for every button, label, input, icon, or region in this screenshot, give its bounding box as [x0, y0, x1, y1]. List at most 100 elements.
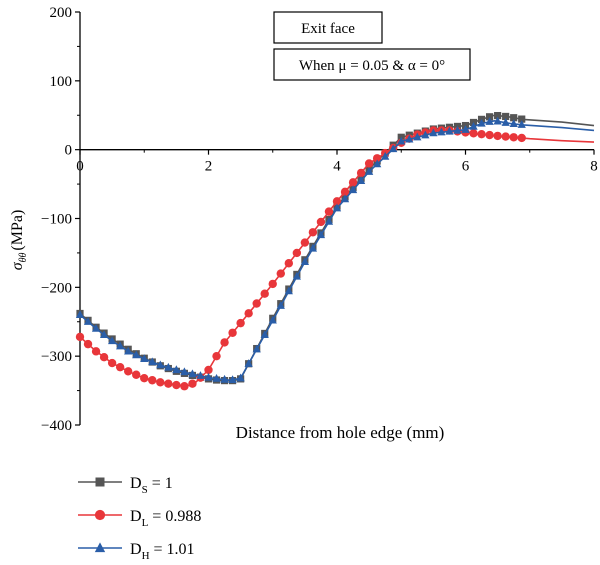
- series-2-point-27: [292, 271, 301, 280]
- series-1-point-32: [332, 197, 342, 206]
- series-2-point-53: [501, 118, 510, 126]
- series-1-point-20: [236, 318, 245, 328]
- legend-label-0: DS = 1: [130, 475, 173, 496]
- series-2-point-44: [429, 128, 438, 137]
- legend-marker-0: [95, 477, 105, 487]
- series-1-point-0: [75, 332, 85, 342]
- series-1-point-34: [348, 178, 358, 187]
- series-layer: [75, 111, 595, 391]
- series-2-point-9: [148, 357, 157, 366]
- series-2-point-55: [517, 120, 526, 128]
- y-axis-subscript: θθ: [18, 253, 29, 263]
- y-tick-label-6: −400: [41, 418, 72, 434]
- series-0-point-54: [510, 114, 518, 122]
- series-2-point-7: [132, 350, 141, 359]
- series-1-point-4: [107, 358, 117, 368]
- series-1-point-8: [140, 373, 149, 383]
- series-2-point-51: [485, 117, 494, 125]
- series-1-point-29: [308, 228, 318, 237]
- series-1-point-31: [324, 207, 334, 216]
- y-tick-label-3: −100: [41, 212, 72, 228]
- series-1-point-12: [172, 380, 181, 390]
- series-2-point-2: [91, 323, 101, 332]
- series-2-point-40: [397, 136, 406, 145]
- series-1-point-25: [276, 269, 285, 278]
- series-2-point-1: [83, 317, 93, 325]
- series-2-point-46: [445, 126, 454, 135]
- series-1-point-36: [364, 159, 374, 168]
- series-1-point-55: [517, 133, 526, 143]
- series-2-point-17: [212, 374, 221, 382]
- series-1-point-24: [268, 279, 277, 289]
- y-tick-label-5: −300: [41, 349, 72, 365]
- series-1-point-2: [91, 347, 101, 356]
- series-1-point-33: [340, 187, 350, 197]
- annotation-box-conditions: [273, 48, 471, 81]
- series-1-point-35: [356, 168, 366, 178]
- series-1-point-19: [228, 328, 237, 337]
- series-1-point-51: [485, 130, 494, 140]
- series-1-point-23: [260, 289, 269, 298]
- series-1-point-26: [284, 259, 294, 268]
- series-0: [76, 111, 595, 385]
- series-1-point-27: [292, 248, 302, 258]
- series-2-point-28: [300, 257, 310, 266]
- legend-label-1: DL = 0.988: [130, 508, 201, 529]
- series-2-point-18: [220, 374, 229, 383]
- series-2-point-16: [204, 372, 213, 381]
- series-2-point-48: [461, 125, 470, 133]
- legend-marker-2: [94, 542, 106, 553]
- series-2-point-3: [99, 330, 109, 338]
- series-1-point-22: [252, 299, 261, 308]
- series-2-point-39: [389, 144, 398, 153]
- series-1-point-49: [469, 129, 478, 138]
- series-2-point-0: [75, 310, 85, 319]
- series-2-point-35: [356, 176, 366, 184]
- series-2-point-38: [381, 151, 390, 160]
- series-1-point-53: [501, 132, 510, 141]
- y-tick-label-0: 200: [50, 5, 73, 21]
- y-tick-label-2: 0: [65, 143, 73, 159]
- legend-label-2: DH = 1.01: [130, 541, 195, 562]
- series-2-point-5: [116, 341, 125, 350]
- series-2-point-10: [156, 360, 165, 369]
- series-1-point-9: [148, 376, 157, 385]
- series-2-point-21: [244, 359, 253, 367]
- series-2-point-30: [316, 230, 326, 239]
- series-1-point-21: [244, 309, 253, 318]
- x-tick-label-1: 2: [205, 159, 213, 175]
- series-2-point-43: [421, 130, 430, 139]
- series-2-point-37: [373, 159, 382, 168]
- series-2-point-22: [252, 344, 261, 353]
- series-2-point-20: [236, 373, 245, 382]
- y-tick-label-1: 100: [50, 74, 73, 90]
- annotation-conditions: When μ = 0.05 & α = 0°: [299, 58, 445, 74]
- series-1-point-30: [316, 217, 326, 227]
- series-2-point-15: [196, 371, 205, 379]
- series-1-point-5: [115, 362, 125, 372]
- series-1-point-37: [372, 154, 382, 163]
- series-2-point-12: [172, 365, 181, 374]
- series-2-point-32: [332, 203, 342, 212]
- series-1-point-52: [493, 131, 502, 141]
- series-1-point-54: [509, 133, 518, 142]
- series-2-point-36: [364, 167, 374, 175]
- series-2-point-11: [164, 362, 173, 371]
- series-2: [75, 116, 595, 384]
- series-2-point-33: [340, 194, 350, 203]
- series-1-point-17: [212, 351, 221, 361]
- series-2-point-23: [260, 330, 269, 338]
- series-0-point-52: [494, 111, 502, 120]
- series-0-point-51: [485, 113, 494, 121]
- series-2-point-13: [180, 367, 189, 376]
- x-tick-label-2: 4: [333, 159, 341, 175]
- annotations: Exit face When μ = 0.05 & α = 0°: [273, 11, 471, 81]
- series-2-point-25: [276, 301, 285, 309]
- series-1-point-18: [220, 338, 229, 347]
- series-2-point-4: [107, 336, 117, 345]
- series-2-point-42: [413, 132, 422, 141]
- annotation-exit-face: Exit face: [301, 21, 355, 37]
- series-1-point-13: [180, 382, 189, 391]
- series-1-point-7: [132, 370, 141, 379]
